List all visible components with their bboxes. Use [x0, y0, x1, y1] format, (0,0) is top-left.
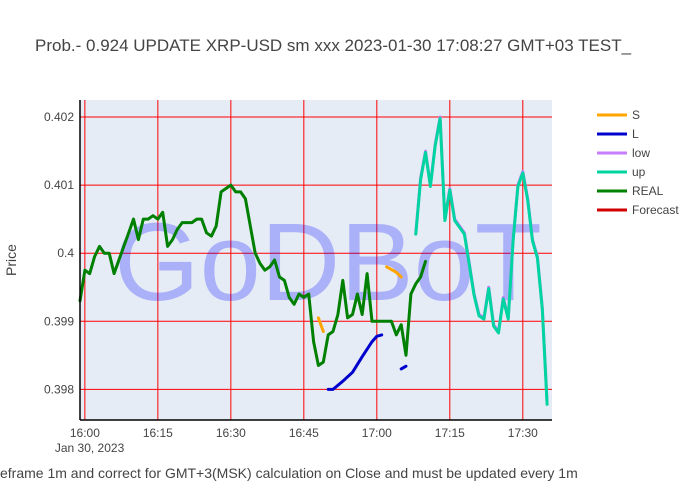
legend-label-up[interactable]: up: [632, 165, 646, 179]
legend-label-s[interactable]: S: [632, 108, 640, 122]
y-tick-label: 0.399: [44, 314, 74, 328]
x-tick-label: 17:30: [508, 426, 538, 440]
series-line-l: [326, 333, 384, 391]
x-tick-label: 16:30: [216, 426, 246, 440]
series-line-real: [78, 183, 427, 367]
x-tick-label: 16:15: [143, 426, 173, 440]
x-tick-date-label: Jan 30, 2023: [55, 441, 125, 455]
legend-label-real[interactable]: REAL: [632, 184, 664, 198]
x-tick-label: 16:45: [289, 426, 319, 440]
footer-note: eframe 1m and correct for GMT+3(MSK) cal…: [0, 465, 578, 481]
legend-label-l[interactable]: L: [632, 127, 639, 141]
legend-label-forecast[interactable]: Forecast: [632, 203, 679, 217]
y-tick-label: 0.401: [44, 178, 74, 192]
series-line-l: [399, 364, 408, 371]
y-tick-label: 0.398: [44, 382, 74, 396]
series-line-s: [385, 265, 403, 279]
x-tick-label: 17:00: [362, 426, 392, 440]
series-line-s: [316, 316, 325, 333]
y-tick-label: 0.4: [57, 246, 74, 260]
grid: [80, 100, 552, 420]
x-tick-label: 16:00: [70, 426, 100, 440]
series-layer: [78, 115, 549, 406]
x-tick-label: 17:15: [435, 426, 465, 440]
y-tick-label: 0.402: [44, 110, 74, 124]
chart-title: Prob.- 0.924 UPDATE XRP-USD sm xxx 2023-…: [35, 36, 632, 55]
plot-background: [80, 100, 552, 420]
series-line-up: [414, 116, 549, 406]
legend-label-low[interactable]: low: [632, 146, 650, 160]
y-axis-label: Price: [3, 244, 19, 276]
